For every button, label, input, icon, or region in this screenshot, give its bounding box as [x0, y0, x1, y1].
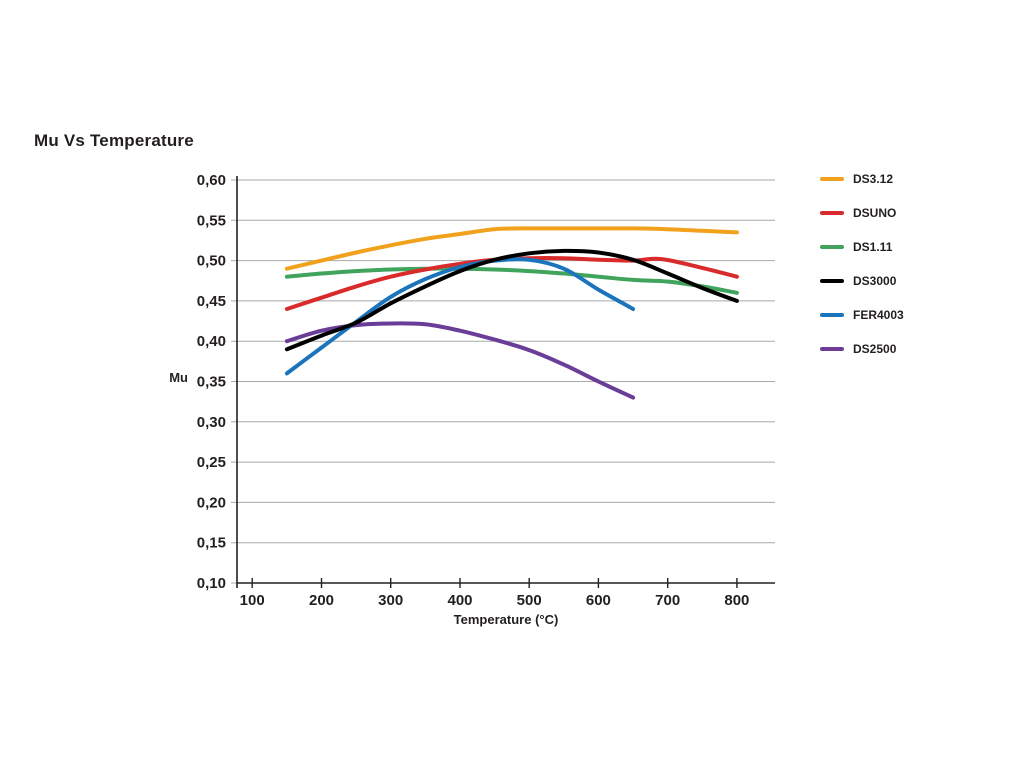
series-line-DS3.12 [284, 226, 739, 271]
x-axis-title: Temperature (°C) [453, 612, 559, 627]
legend-item: DS3000 [820, 275, 904, 287]
legend-item: DSUNO [820, 207, 904, 219]
legend-swatch [820, 313, 844, 317]
y-tick-label: 0,45 [197, 293, 226, 310]
y-tick-label: 0,50 [197, 253, 226, 270]
legend-item: DS1.11 [820, 241, 904, 253]
x-tick-label: 400 [447, 592, 472, 609]
chart-title: Mu Vs Temperature [34, 131, 194, 150]
series-line-DS2500 [284, 321, 636, 400]
x-tick-label: 300 [378, 592, 403, 609]
legend: DS3.12 DSUNO DS1.11 DS3000 FER4003 DS250… [820, 173, 904, 355]
x-tick-label: 800 [724, 592, 749, 609]
legend-swatch [820, 347, 844, 351]
y-tick-label: 0,30 [197, 414, 226, 431]
y-tick-label: 0,35 [197, 374, 226, 391]
y-tick-label: 0,20 [197, 494, 226, 511]
x-tick-label: 700 [655, 592, 680, 609]
legend-label: DSUNO [853, 206, 897, 220]
y-axis-title: Mu [169, 370, 188, 385]
y-tick-label: 0,40 [197, 333, 226, 350]
y-tick-label: 0,10 [197, 575, 226, 592]
legend-label: DS3000 [853, 274, 897, 288]
legend-swatch [820, 245, 844, 249]
legend-swatch [820, 279, 844, 283]
x-tick-label: 100 [240, 592, 265, 609]
y-tick-label: 0,55 [197, 212, 226, 229]
series-line-DS1.11 [284, 266, 739, 295]
legend-label: FER4003 [853, 308, 904, 322]
legend-label: DS2500 [853, 342, 897, 356]
legend-item: DS2500 [820, 343, 904, 355]
x-tick-label: 500 [517, 592, 542, 609]
legend-label: DS3.12 [853, 172, 894, 186]
y-tick-label: 0,60 [197, 172, 226, 189]
series-line-DS3000 [284, 248, 739, 352]
legend-swatch [820, 211, 844, 215]
legend-item: DS3.12 [820, 173, 904, 185]
x-tick-label: 200 [309, 592, 334, 609]
x-tick-label: 600 [586, 592, 611, 609]
series-line-DSUNO [284, 255, 739, 311]
series-line-FER4003 [284, 257, 636, 376]
legend-swatch [820, 177, 844, 181]
y-tick-label: 0,25 [197, 454, 226, 471]
y-tick-label: 0,15 [197, 535, 226, 552]
legend-item: FER4003 [820, 309, 904, 321]
legend-label: DS1.11 [853, 240, 893, 254]
